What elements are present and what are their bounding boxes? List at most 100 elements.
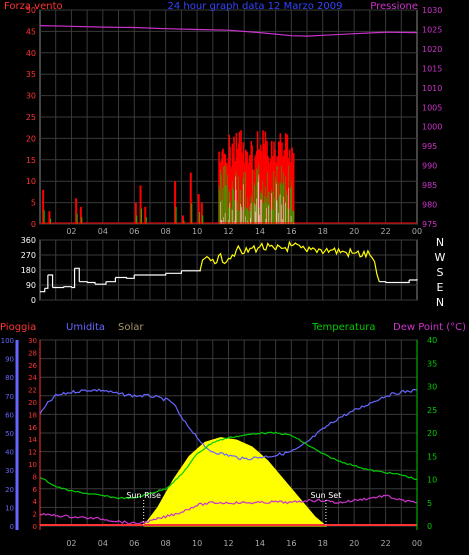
panel3-hour-label: 02 — [66, 539, 76, 548]
wind-tick-label: 10 — [26, 177, 36, 186]
temperatura-label: Temperatura — [311, 322, 376, 333]
panel2-left-ticks: 0 90 180 270 360 — [21, 236, 36, 305]
panel1-hour-label: 02 — [66, 227, 76, 236]
direction-tick-label: 90 — [26, 281, 36, 290]
rain-tick-label: 18 — [28, 411, 37, 419]
pressure-tick-label: 1020 — [422, 45, 442, 54]
rain-tick-label: 4 — [33, 498, 38, 506]
wind-direction-segment — [52, 286, 65, 289]
rain-tick-label: 14 — [28, 436, 37, 444]
direction-tick-label: 360 — [21, 236, 36, 245]
humidity-tick-label: 60 — [5, 411, 14, 419]
temperature-tick-label: 15 — [427, 452, 437, 461]
wind-direction-segment — [251, 244, 261, 254]
wind-direction-segment — [149, 273, 167, 276]
pressure-tick-label: 1030 — [422, 6, 442, 15]
wind-tick-label: 35 — [26, 70, 36, 79]
panel1-x-ticks: 02 04 06 08 10 12 14 16 18 20 22 00 — [66, 227, 422, 236]
wind-direction-segment — [291, 242, 308, 253]
panel3-x-ticks: 02 04 06 08 10 12 14 16 18 20 22 00 — [66, 539, 422, 548]
wind-tick-label: 30 — [26, 92, 36, 101]
rain-tick-label: 30 — [28, 337, 37, 345]
wind-direction-segment — [374, 261, 380, 282]
sunrise-label: Sun Rise — [126, 491, 161, 500]
wind-direction-segment — [181, 270, 201, 272]
wind-direction-segment — [71, 268, 76, 289]
wind-direction-segment — [63, 286, 73, 288]
rain-tick-label: 24 — [28, 374, 37, 382]
wind-direction-segment — [330, 247, 347, 256]
temperature-line — [39, 431, 418, 500]
temp-humidity-panel: Sun Rise Sun Set 0102030405060708090100 … — [0, 322, 466, 548]
rain-tick-label: 8 — [33, 473, 37, 481]
pressure-line — [39, 25, 418, 37]
rain-tick-label: 26 — [28, 362, 37, 370]
temperature-axis-ticks: 0 5 10 15 20 25 30 35 40 — [427, 336, 437, 531]
panel3-hour-label: 10 — [192, 539, 202, 548]
panel3-hour-label: 12 — [223, 539, 233, 548]
solar-area — [143, 437, 328, 527]
wind-direction-segment — [44, 275, 49, 289]
pressure-tick-label: 995 — [422, 142, 437, 151]
compass-label: E — [437, 281, 444, 294]
wind-direction-segment — [243, 246, 253, 254]
rain-tick-label: 22 — [28, 387, 37, 395]
panel1-left-title: Forza vento — [4, 1, 63, 12]
wind-bars — [40, 130, 417, 224]
wind-direction-segment — [306, 245, 316, 252]
dew-point-label: Dew Point (°C) — [393, 322, 466, 333]
wind-direction-segment — [228, 249, 237, 260]
wind-direction-segment — [126, 275, 135, 279]
compass-label: W — [435, 251, 446, 264]
humidity-tick-label: 70 — [5, 393, 14, 401]
wind-direction-segment — [354, 249, 371, 259]
humidity-tick-label: 100 — [1, 337, 14, 345]
panel1-hour-label: 10 — [192, 227, 202, 236]
temperature-tick-label: 20 — [427, 429, 437, 438]
panel1-hour-label: 20 — [349, 227, 359, 236]
wind-tick-label: 45 — [26, 27, 36, 36]
panel2-grid — [40, 239, 417, 301]
wind-direction-segment — [199, 257, 206, 271]
panel3-hour-label: 06 — [129, 539, 139, 548]
direction-tick-label: 270 — [21, 251, 36, 260]
panel1-hour-label: 14 — [255, 227, 265, 236]
rain-tick-label: 2 — [33, 511, 37, 519]
wind-direction-segment — [369, 254, 376, 263]
panel3-hour-label: 00 — [412, 539, 422, 548]
rain-tick-label: 28 — [28, 349, 37, 357]
rain-tick-label: 6 — [33, 486, 38, 494]
compass-label: S — [437, 266, 444, 279]
pressure-tick-label: 985 — [422, 181, 437, 190]
wind-direction-segment — [259, 242, 277, 251]
rain-tick-label: 10 — [28, 461, 37, 469]
wind-tick-label: 15 — [26, 156, 36, 165]
wind-direction-segment — [379, 281, 387, 283]
humidity-tick-label: 40 — [5, 449, 14, 457]
compass-label: N — [436, 296, 444, 309]
wind-tick-label: 40 — [26, 49, 36, 58]
wind-direction-segment — [204, 255, 214, 262]
temperature-tick-label: 5 — [427, 499, 432, 508]
wind-direction-segment — [105, 277, 117, 283]
panel1-title: 24 hour graph data 12 Marzo 2009 — [168, 1, 343, 12]
direction-tick-label: 0 — [31, 296, 36, 305]
pressure-tick-label: 975 — [422, 220, 437, 229]
panel1-right-ticks: 975 980 985 990 995 1000 1005 1010 1015 1020 1025 1… — [422, 6, 442, 229]
panel3-hour-label: 20 — [349, 539, 359, 548]
panel1-hour-label: 08 — [161, 227, 171, 236]
wind-direction-line — [40, 240, 418, 293]
wind-direction-segment — [94, 281, 107, 285]
humidity-tick-label: 20 — [5, 486, 14, 494]
panel1-hour-label: 00 — [412, 227, 422, 236]
compass-label: N — [436, 236, 444, 249]
panel3-hour-label: 08 — [161, 539, 171, 548]
umidita-label: Umidita — [66, 322, 105, 333]
panel1-hour-label: 16 — [286, 227, 296, 236]
wind-direction-segment — [235, 244, 245, 255]
panel1-hour-label: 06 — [129, 227, 139, 236]
humidity-tick-label: 30 — [5, 467, 14, 475]
